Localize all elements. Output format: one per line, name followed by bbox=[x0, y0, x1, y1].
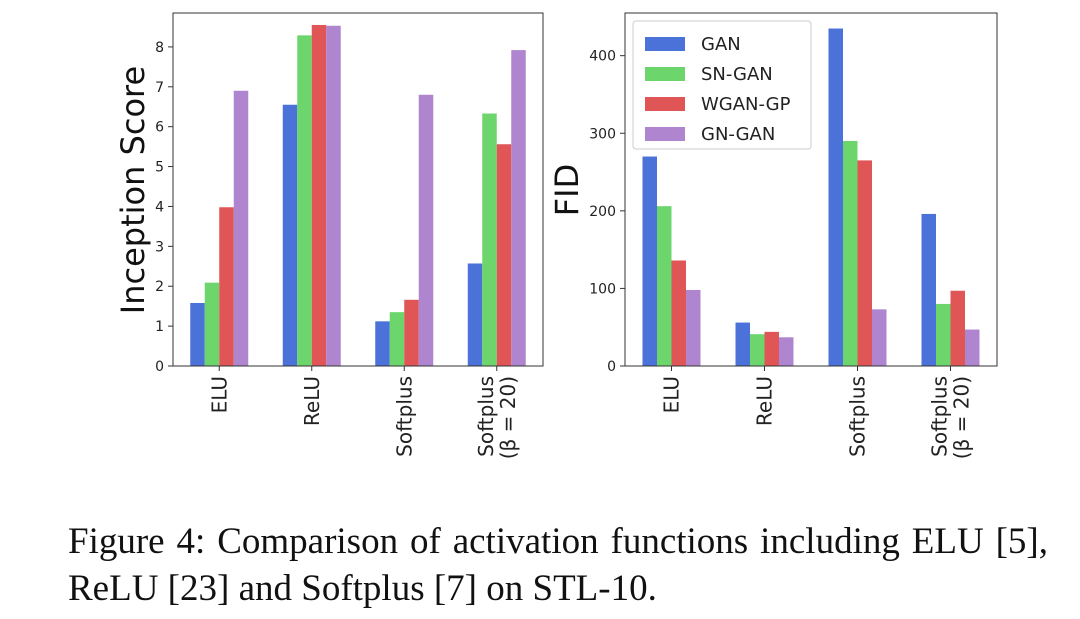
legend-swatch bbox=[645, 67, 685, 81]
bar-sn-gan-3 bbox=[843, 141, 858, 366]
legend-swatch bbox=[645, 97, 685, 111]
x-tick-label: Softplus bbox=[846, 376, 870, 457]
bar-wgan-gp-1 bbox=[219, 207, 234, 366]
bar-sn-gan-1 bbox=[204, 282, 220, 366]
bar-gn-gan-2 bbox=[779, 337, 794, 366]
legend-label: GAN bbox=[701, 34, 741, 55]
figure-caption: Figure 4: Comparison of activation funct… bbox=[68, 521, 1048, 609]
x-tick-label: Softplus bbox=[474, 376, 498, 457]
bar-wgan-gp-3 bbox=[404, 299, 419, 366]
y-tick-label: 400 bbox=[589, 49, 616, 65]
legend-swatch bbox=[645, 127, 685, 141]
bar-gan-1 bbox=[190, 302, 205, 366]
legend-swatch bbox=[645, 37, 685, 51]
x-tick-label: (β = 20) bbox=[496, 376, 520, 459]
bar-sn-gan-2 bbox=[297, 35, 312, 367]
bar-wgan-gp-4 bbox=[496, 144, 512, 366]
bar-sn-gan-4 bbox=[936, 303, 951, 366]
y-tick-label: 0 bbox=[155, 359, 164, 375]
bar-gn-gan-3 bbox=[872, 309, 887, 366]
x-tick-label: ELU bbox=[660, 376, 684, 413]
plot-area-frame bbox=[172, 12, 544, 367]
legend-label: GN-GAN bbox=[701, 124, 775, 145]
legend: GAN SN-GAN WGAN-GP GN-GAN bbox=[632, 20, 812, 150]
bar-wgan-gp-2 bbox=[764, 331, 779, 366]
bar-gn-gan-2 bbox=[326, 25, 341, 366]
bar-sn-gan-4 bbox=[482, 113, 497, 367]
bar-wgan-gp-1 bbox=[671, 260, 686, 366]
y-tick-label: 8 bbox=[155, 40, 164, 56]
bar-sn-gan-2 bbox=[750, 334, 765, 366]
bar-gan-4 bbox=[921, 213, 936, 366]
bar-gn-gan-3 bbox=[418, 94, 434, 367]
y-tick-label: 3 bbox=[155, 239, 164, 255]
legend-label: SN-GAN bbox=[701, 64, 773, 85]
y-axis-label: FID bbox=[548, 164, 586, 216]
y-tick-label: 0 bbox=[607, 359, 616, 375]
y-tick-label: 1 bbox=[155, 319, 164, 335]
x-tick-label: (β = 20) bbox=[950, 376, 974, 459]
bar-wgan-gp-4 bbox=[950, 290, 965, 366]
y-tick-label: 300 bbox=[589, 126, 616, 142]
bar-wgan-gp-3 bbox=[857, 160, 872, 366]
legend-box bbox=[632, 20, 812, 150]
bar-gan-1 bbox=[642, 156, 657, 366]
legend-label: WGAN-GP bbox=[701, 94, 791, 115]
y-tick-label: 100 bbox=[589, 281, 616, 297]
bar-gan-2 bbox=[282, 104, 298, 367]
y-axis-label: Inception Score bbox=[114, 66, 152, 314]
x-tick-label: ReLU bbox=[300, 376, 324, 426]
bar-gan-4 bbox=[467, 263, 483, 366]
bar-gn-gan-4 bbox=[511, 50, 526, 367]
y-tick-label: 7 bbox=[155, 80, 164, 96]
bar-gn-gan-1 bbox=[686, 289, 701, 366]
bar-gan-3 bbox=[375, 321, 390, 366]
y-tick-label: 200 bbox=[589, 204, 616, 220]
bar-gan-2 bbox=[735, 322, 750, 366]
x-tick-label: ELU bbox=[207, 376, 231, 413]
bar-gn-gan-4 bbox=[965, 329, 980, 366]
y-tick-label: 4 bbox=[155, 199, 164, 215]
y-tick-label: 6 bbox=[155, 120, 164, 136]
y-tick-label: 5 bbox=[155, 160, 164, 176]
y-tick-label: 2 bbox=[155, 279, 164, 295]
bar-gn-gan-1 bbox=[233, 90, 249, 366]
x-tick-label: Softplus bbox=[928, 376, 952, 457]
x-tick-label: Softplus bbox=[392, 376, 416, 457]
bar-sn-gan-1 bbox=[657, 206, 672, 366]
x-tick-label: ReLU bbox=[753, 376, 777, 426]
bar-wgan-gp-2 bbox=[311, 24, 327, 366]
bar-sn-gan-3 bbox=[389, 312, 405, 366]
bar-gan-3 bbox=[828, 28, 843, 367]
plot-area-frame bbox=[624, 12, 998, 367]
